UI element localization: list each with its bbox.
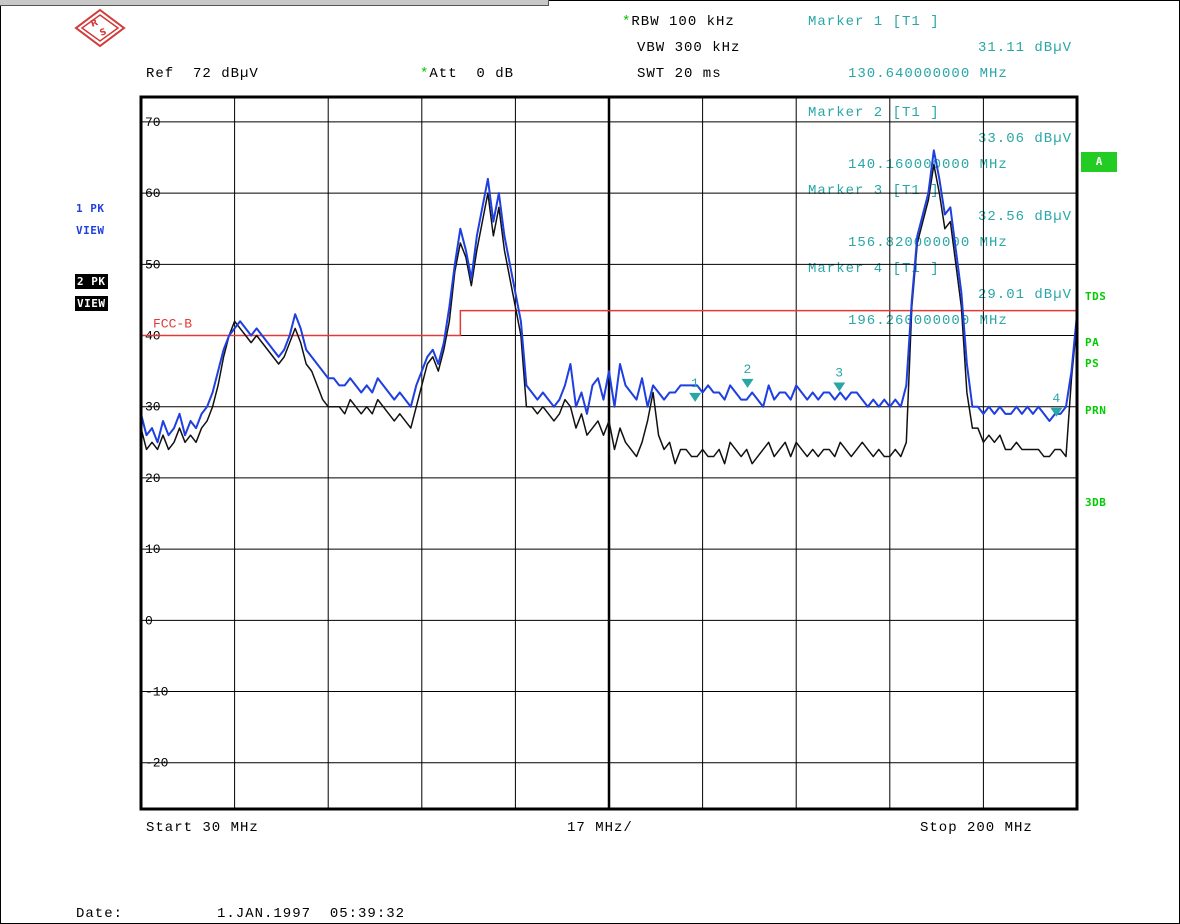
marker-triangle-icon [689, 393, 701, 402]
limit-line-label: FCC-B [153, 317, 192, 332]
marker-number-label: 1 [691, 376, 699, 391]
y-tick-label: 50 [145, 257, 161, 272]
y-tick-label: 60 [145, 186, 161, 201]
marker-number-label: 3 [835, 365, 843, 380]
date-value: 1.JAN.1997 05:39:32 [217, 906, 405, 922]
y-tick-label: 0 [145, 613, 153, 628]
y-tick-label: 20 [145, 471, 161, 486]
markers: 1 2 3 4 [689, 362, 1062, 417]
marker-number-label: 2 [744, 362, 752, 377]
start-frequency: Start 30 MHz [146, 820, 259, 836]
y-tick-label: -10 [145, 685, 168, 700]
y-tick-label: 10 [145, 542, 161, 557]
span-per-division: 17 MHz/ [567, 820, 633, 836]
marker-number-label: 4 [1052, 391, 1060, 406]
stop-frequency: Stop 200 MHz [920, 820, 1033, 836]
marker-triangle-icon [833, 382, 845, 391]
y-tick-label: 30 [145, 400, 161, 415]
date-label: Date: [76, 906, 123, 922]
marker-triangle-icon [742, 379, 754, 388]
y-tick-label: -20 [145, 756, 168, 771]
grid [141, 97, 1077, 809]
y-tick-label: 70 [145, 115, 161, 130]
